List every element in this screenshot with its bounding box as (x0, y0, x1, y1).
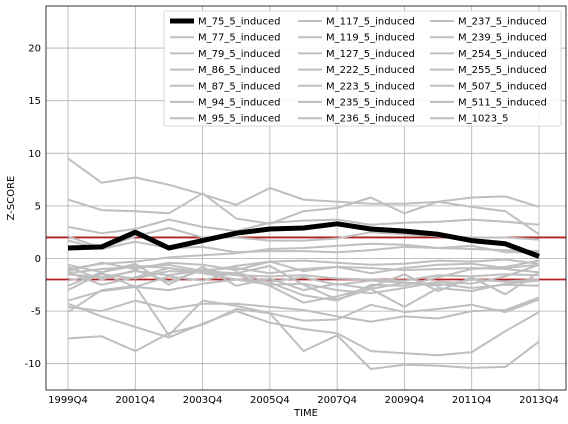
legend-label: M_254_5_induced (458, 49, 547, 60)
series-line-m-236-5-induced (67, 259, 540, 302)
x-tick-label: 2003Q4 (183, 395, 223, 406)
series-line-m-127-5-induced (67, 270, 540, 282)
x-axis-label: TIME (293, 408, 318, 419)
series-line-m-511-5-induced (67, 302, 540, 357)
x-tick-label: 2011Q4 (452, 395, 492, 406)
legend-label: M_235_5_induced (326, 98, 415, 109)
series-line-m-235-5-induced (67, 265, 540, 304)
series-lines (67, 157, 540, 370)
legend-label: M_86_5_induced (198, 65, 281, 76)
series-line-m-94-5-induced (67, 239, 540, 254)
y-tick-label: -10 (25, 359, 41, 370)
series-line-m-119-5-induced (67, 265, 540, 279)
legend-label: M_117_5_induced (326, 17, 415, 28)
series-line-m-507-5-induced (67, 284, 540, 337)
x-tick-label: 2013Q4 (519, 395, 559, 406)
legend-label: M_94_5_induced (198, 98, 281, 109)
legend-label: M_239_5_induced (458, 33, 547, 44)
legend-label: M_77_5_induced (198, 33, 281, 44)
y-tick-label: 5 (35, 201, 41, 212)
series-line-m-223-5-induced (67, 262, 540, 292)
plot-frame (45, 5, 567, 391)
y-axis-ticks: -10 -5 0 5 10 15 20 (25, 44, 41, 371)
y-tick-label: 10 (28, 149, 41, 160)
legend-label: M_79_5_induced (198, 49, 281, 60)
x-tick-label: 1999Q4 (48, 395, 88, 406)
x-axis-ticks: 1999Q4 2001Q4 2003Q4 2005Q4 2007Q4 2009Q4 2011… (48, 395, 559, 406)
legend-label: M_95_5_induced (198, 114, 281, 125)
legend: M_75_5_induced M_77_5_induced M_79_5_induc… (163, 10, 562, 127)
x-tick-label: 2009Q4 (385, 395, 425, 406)
legend-label: M_222_5_induced (326, 65, 415, 76)
y-tick-label: 15 (28, 96, 41, 107)
legend-label: M_75_5_induced (198, 17, 281, 28)
y-tick-label: -5 (31, 307, 41, 318)
series-line-m-77-5-induced (67, 157, 540, 236)
legend-label: M_255_5_induced (458, 65, 547, 76)
legend-label: M_223_5_induced (326, 81, 415, 92)
y-axis-label: Z-SCORE (6, 176, 17, 221)
y-tick-label: 20 (28, 44, 41, 55)
legend-label: M_1023_5 (458, 114, 508, 125)
series-line-m-239-5-induced (67, 260, 540, 275)
x-tick-label: 2001Q4 (115, 395, 155, 406)
legend-label: M_507_5_induced (458, 81, 547, 92)
x-tick-label: 2007Q4 (317, 395, 357, 406)
legend-label: M_119_5_induced (326, 33, 415, 44)
legend-label: M_511_5_induced (458, 98, 547, 109)
x-tick-label: 2005Q4 (250, 395, 290, 406)
series-line-m-95-5-induced (67, 242, 539, 270)
series-line-m-86-5-induced (67, 218, 540, 235)
legend-label: M_236_5_induced (326, 114, 415, 125)
series-line-m-255-5-induced (67, 296, 540, 323)
series-line-m-79-5-induced (67, 192, 540, 225)
legend-label: M_237_5_induced (458, 17, 547, 28)
series-line-m-254-5-induced (67, 263, 540, 302)
legend-label: M_87_5_induced (198, 81, 281, 92)
y-tick-label: 0 (35, 254, 41, 265)
legend-label: M_127_5_induced (326, 49, 415, 60)
series-line-m-75-5-induced (67, 221, 540, 259)
legend-box (163, 10, 562, 127)
series-line-m-1023-5 (67, 308, 540, 370)
